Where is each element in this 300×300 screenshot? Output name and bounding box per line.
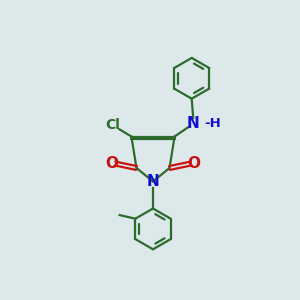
Text: N: N [147,174,159,189]
Text: N: N [187,116,200,131]
Text: -H: -H [205,117,221,130]
Text: O: O [105,156,119,171]
Text: Cl: Cl [105,118,120,132]
Text: O: O [188,156,201,171]
